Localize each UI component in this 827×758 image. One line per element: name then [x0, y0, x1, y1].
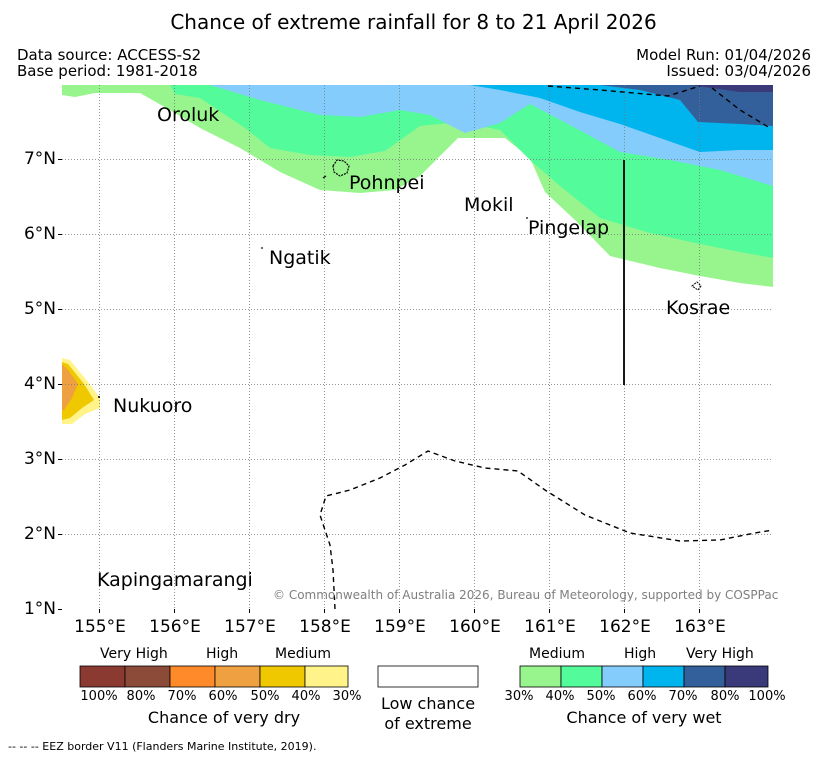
pingelap-island: [526, 217, 528, 219]
lat-label-5n: 5°N: [23, 299, 56, 319]
wet-swatch-40: [560, 665, 603, 688]
lat-label-7n: 7°N: [23, 149, 56, 169]
lat-label-3n: 3°N: [23, 449, 56, 469]
model-run: Model Run: 01/04/2026: [636, 46, 811, 64]
nukuoro-island: [98, 396, 100, 398]
place-ngatik: Ngatik: [269, 247, 331, 269]
wet-pct-50: 50%: [586, 689, 616, 704]
place-kapingamarangi: Kapingamarangi: [97, 569, 253, 591]
wet-band-80: [690, 85, 773, 92]
wet-pct-80: 80%: [710, 689, 740, 704]
lon-label-155e: 155°E: [74, 617, 126, 637]
dry-pct-50: 50%: [250, 689, 280, 704]
pohnpei-island: [332, 159, 350, 177]
dry-category-very-high: Very High: [100, 646, 168, 662]
pohnpei-reef: [322, 175, 327, 179]
low-chance-line2: of extreme: [384, 714, 472, 733]
dry-swatch-60: [214, 665, 261, 688]
lat-label-2n: 2°N: [23, 524, 56, 544]
lon-label-163e: 163°E: [674, 617, 726, 637]
base-period: Base period: 1981-2018: [17, 62, 198, 80]
dry-pct-80: 80%: [126, 689, 156, 704]
lon-label-156e: 156°E: [149, 617, 201, 637]
wet-pct-40: 40%: [545, 689, 575, 704]
dry-swatch-80: [124, 665, 171, 688]
issued-date: Issued: 03/04/2026: [666, 62, 811, 80]
lat-label-4n: 4°N: [23, 374, 56, 394]
lat-label-1n: 1°N: [23, 599, 56, 619]
wet-pct-60: 60%: [627, 689, 657, 704]
copyright-notice: © Commonwealth of Australia 2026, Bureau…: [273, 588, 779, 602]
data-source: Data source: ACCESS-S2: [17, 46, 202, 64]
dry-swatch-70: [169, 665, 216, 688]
wet-legend-title: Chance of very wet: [566, 708, 722, 727]
place-nukuoro: Nukuoro: [113, 395, 193, 417]
ngatik-island: [261, 247, 263, 249]
place-kosrae: Kosrae: [666, 297, 731, 319]
wet-swatch-70: [683, 665, 726, 688]
lon-label-158e: 158°E: [299, 617, 351, 637]
lon-label-159e: 159°E: [374, 617, 426, 637]
dry-pct-100: 100%: [80, 689, 118, 704]
wet-pct-70: 70%: [668, 689, 698, 704]
wet-pct-100: 100%: [748, 689, 786, 704]
wet-pct-30: 30%: [504, 689, 534, 704]
lon-label-162e: 162°E: [599, 617, 651, 637]
chart-title: Chance of extreme rainfall for 8 to 21 A…: [170, 10, 657, 34]
dry-pct-60: 60%: [208, 689, 238, 704]
lon-label-157e: 157°E: [224, 617, 276, 637]
dry-band-60: [62, 364, 78, 410]
dry-pct-40: 40%: [291, 689, 321, 704]
wet-category-high: High: [624, 646, 657, 662]
lon-label-160e: 160°E: [449, 617, 501, 637]
wet-swatch-30: [519, 665, 562, 688]
eez-footnote: -- -- -- EEZ border V11 (Flanders Marine…: [8, 740, 317, 753]
dry-category-high: High: [206, 646, 239, 662]
wet-band-70: [600, 85, 773, 126]
wet-colorbar: [519, 665, 769, 688]
lat-label-6n: 6°N: [23, 224, 56, 244]
tick-marks: [58, 159, 700, 613]
wet-category-medium: Medium: [529, 646, 585, 662]
eez-borders: [319, 85, 773, 609]
place-mokil: Mokil: [464, 194, 514, 216]
place-pohnpei: Pohnpei: [349, 172, 425, 194]
lon-label-161e: 161°E: [524, 617, 576, 637]
low-chance-line1: Low chance: [380, 694, 476, 713]
dry-pct-30: 30%: [332, 689, 362, 704]
wet-swatch-60: [642, 665, 685, 688]
dry-swatch-40: [304, 665, 349, 688]
dry-legend-title: Chance of very dry: [147, 708, 301, 727]
wet-swatch-80: [724, 665, 769, 688]
kosrae-island: [691, 281, 702, 291]
place-oroluk: Oroluk: [157, 104, 220, 126]
wet-category-very-high: Very High: [686, 646, 754, 662]
dry-swatch-50: [259, 665, 306, 688]
low-chance-swatch: [377, 665, 479, 688]
dry-swatch-100: [79, 665, 126, 688]
dry-colorbar: [79, 665, 349, 688]
dry-pct-70: 70%: [167, 689, 197, 704]
wet-swatch-50: [601, 665, 644, 688]
place-pingelap: Pingelap: [528, 217, 610, 239]
dry-category-medium: Medium: [275, 646, 331, 662]
